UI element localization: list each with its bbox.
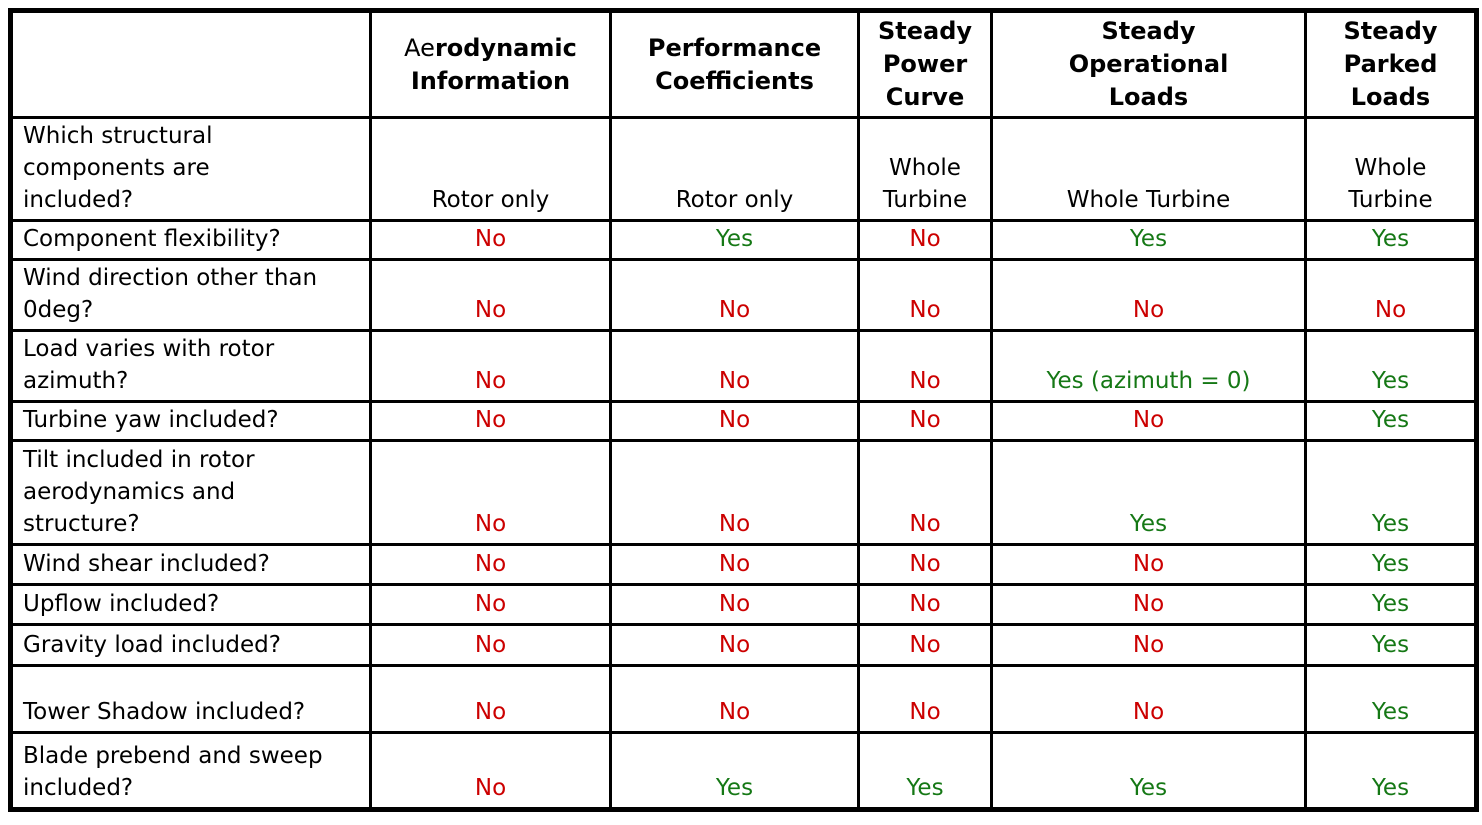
structural-cell: Rotor only — [609, 116, 860, 222]
table-row-upflow: Upflow included? No No No No Yes — [9, 583, 1478, 626]
answer-cell: No — [857, 664, 993, 734]
column-header-steady-operational-loads: Steady Operational Loads — [990, 9, 1307, 119]
table-row-tilt-included: Tilt included in rotor aerodynamics and … — [9, 439, 1478, 546]
answer-cell: Yes — [857, 731, 993, 811]
answer-cell: No — [990, 623, 1307, 667]
answer-cell: No — [369, 543, 612, 586]
answer-cell: No — [369, 623, 612, 667]
row-label: Tower Shadow included? — [9, 664, 372, 734]
answer-cell: No — [990, 258, 1307, 332]
structural-cell: Whole Turbine — [1304, 116, 1478, 222]
answer-cell: No — [369, 329, 612, 403]
answer-cell: No — [609, 258, 860, 332]
answer-cell: Yes — [609, 219, 860, 261]
answer-cell: Yes — [990, 439, 1307, 546]
answer-cell: No — [609, 329, 860, 403]
answer-cell: No — [990, 664, 1307, 734]
capability-comparison-table: Aerodynamic Information Performance Coef… — [8, 8, 1479, 812]
answer-cell: No — [609, 623, 860, 667]
column-header-performance-coefficients: Performance Coefficients — [609, 9, 860, 119]
answer-cell: No — [609, 400, 860, 442]
structural-cell: Rotor only — [369, 116, 612, 222]
answer-cell: No — [369, 664, 612, 734]
column-header-steady-parked-loads: Steady Parked Loads — [1304, 9, 1478, 119]
answer-cell: No — [369, 400, 612, 442]
answer-cell: Yes — [990, 731, 1307, 811]
header-row: Aerodynamic Information Performance Coef… — [9, 9, 1478, 119]
column-header-label: Performance Coefficients — [647, 33, 822, 95]
column-header-steady-power-curve: Steady Power Curve — [857, 9, 993, 119]
column-header-label: Steady Power Curve — [877, 17, 973, 111]
row-label: Component flexibility? — [9, 219, 372, 261]
answer-cell: Yes — [1304, 439, 1478, 546]
answer-cell: No — [857, 583, 993, 626]
table-row-structural-components: Which structural components are included… — [9, 116, 1478, 222]
table-row-load-varies-azimuth: Load varies with rotor azimuth? No No No… — [9, 329, 1478, 403]
answer-cell: No — [369, 731, 612, 811]
answer-cell: No — [609, 664, 860, 734]
answer-cell: No — [990, 583, 1307, 626]
table-row-wind-shear: Wind shear included? No No No No Yes — [9, 543, 1478, 586]
answer-cell: Yes — [1304, 623, 1478, 667]
row-label: Turbine yaw included? — [9, 400, 372, 442]
answer-cell: No — [857, 329, 993, 403]
answer-cell: No — [857, 439, 993, 546]
answer-cell: Yes — [609, 731, 860, 811]
table-row-tower-shadow: Tower Shadow included? No No No No Yes — [9, 664, 1478, 734]
table-row-blade-prebend: Blade prebend and sweep included? No Yes… — [9, 731, 1478, 811]
column-header-label: Steady Operational Loads — [1068, 17, 1229, 111]
answer-cell: No — [609, 439, 860, 546]
answer-cell: Yes — [990, 219, 1307, 261]
empty-header-cell — [9, 9, 372, 119]
answer-cell: Yes — [1304, 400, 1478, 442]
answer-cell: No — [369, 439, 612, 546]
answer-cell: No — [990, 543, 1307, 586]
row-label: Which structural components are included… — [9, 116, 372, 222]
table-row-wind-direction: Wind direction other than 0deg? No No No… — [9, 258, 1478, 332]
answer-cell: Yes — [1304, 219, 1478, 261]
answer-cell: No — [609, 543, 860, 586]
answer-cell: No — [857, 219, 993, 261]
answer-cell: No — [369, 583, 612, 626]
column-header-label: Steady Parked Loads — [1343, 17, 1438, 111]
answer-cell: Yes — [1304, 583, 1478, 626]
answer-cell: No — [857, 623, 993, 667]
answer-cell: No — [990, 400, 1307, 442]
answer-cell: No — [857, 258, 993, 332]
structural-cell: Whole Turbine — [990, 116, 1307, 222]
row-label: Load varies with rotor azimuth? — [9, 329, 372, 403]
answer-cell: Yes — [1304, 543, 1478, 586]
row-label: Gravity load included? — [9, 623, 372, 667]
table-row-gravity-load: Gravity load included? No No No No Yes — [9, 623, 1478, 667]
row-label: Upflow included? — [9, 583, 372, 626]
answer-cell: No — [369, 258, 612, 332]
table-row-turbine-yaw: Turbine yaw included? No No No No Yes — [9, 400, 1478, 442]
row-label: Wind shear included? — [9, 543, 372, 586]
answer-cell: Yes — [1304, 731, 1478, 811]
row-label: Tilt included in rotor aerodynamics and … — [9, 439, 372, 546]
structural-cell: Whole Turbine — [857, 116, 993, 222]
answer-cell: No — [857, 543, 993, 586]
table-row-component-flexibility: Component flexibility? No Yes No Yes Yes — [9, 219, 1478, 261]
answer-cell: No — [609, 583, 860, 626]
answer-cell: No — [1304, 258, 1478, 332]
row-label: Blade prebend and sweep included? — [9, 731, 372, 811]
column-header-label: rodynamic Information — [410, 33, 577, 95]
answer-cell: Yes (azimuth = 0) — [990, 329, 1307, 403]
answer-cell: Yes — [1304, 329, 1478, 403]
column-header-prefix: Ae — [404, 33, 435, 62]
answer-cell: Yes — [1304, 664, 1478, 734]
column-header-aerodynamic-information: Aerodynamic Information — [369, 9, 612, 119]
answer-cell: No — [857, 400, 993, 442]
answer-cell: No — [369, 219, 612, 261]
row-label: Wind direction other than 0deg? — [9, 258, 372, 332]
